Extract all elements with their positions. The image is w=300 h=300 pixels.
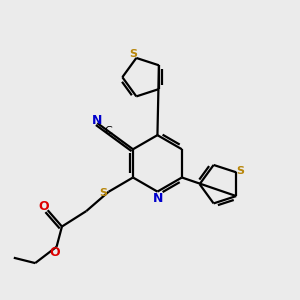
Text: N: N	[153, 192, 164, 205]
Text: S: S	[129, 50, 137, 59]
Text: S: S	[99, 188, 107, 198]
Text: O: O	[50, 246, 60, 259]
Text: N: N	[92, 114, 102, 127]
Text: S: S	[237, 166, 245, 176]
Text: O: O	[39, 200, 50, 213]
Text: C: C	[104, 125, 112, 136]
